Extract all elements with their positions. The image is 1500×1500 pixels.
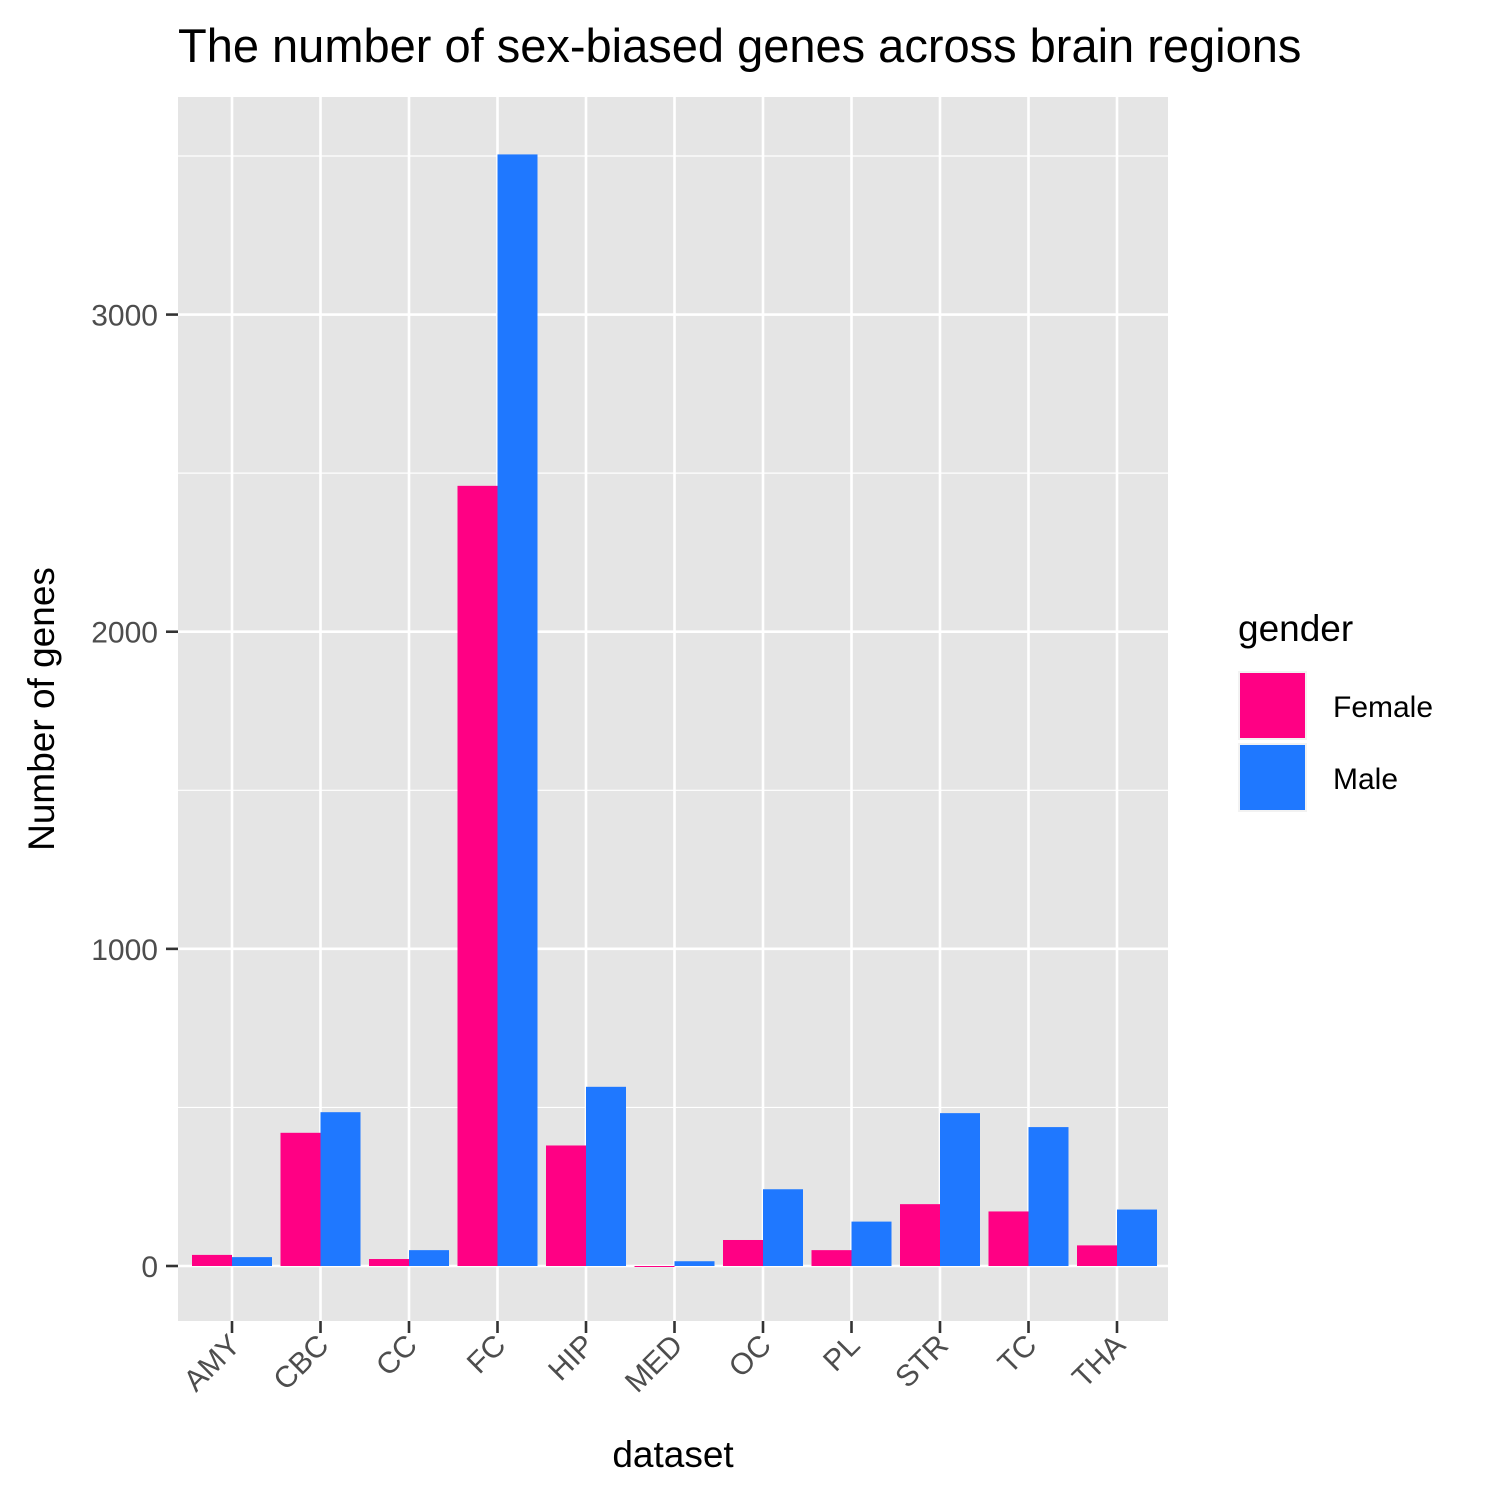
legend: gender Female Male [1238,608,1433,812]
bar-female-hip [546,1145,586,1266]
bar-female-str [900,1204,940,1266]
x-tick-label: FC [461,1329,513,1381]
x-axis: AMY CBC CC FC HIP MED OC PL STR TC THA [178,1321,1132,1399]
bar-male-pl [851,1221,892,1266]
x-tick-label: TC [992,1329,1044,1381]
x-tick-label: THA [1066,1329,1132,1395]
bar-female-amy [192,1254,232,1266]
y-tick-label: 3000 [91,300,158,333]
legend-items: Female Male [1238,671,1433,812]
bar-female-fc [457,485,498,1267]
bar-male-cbc [320,1112,361,1266]
legend-label-male: Male [1333,763,1398,796]
minor-gridlines [178,155,1168,1109]
bar-male-fc [497,154,538,1266]
bar-male-cc [409,1250,449,1266]
bar-male-med [674,1261,715,1266]
bar-male-hip [586,1086,626,1266]
x-tick-label: CBC [267,1329,335,1397]
x-tick-label: MED [619,1329,689,1399]
y-tick-label: 1000 [91,934,158,967]
chart-title: The number of sex-biased genes across br… [178,19,1301,72]
bar-male-str [940,1113,980,1266]
bar-female-med [634,1266,675,1267]
bars [192,154,1157,1267]
bar-female-tc [988,1211,1029,1266]
legend-swatch-male [1240,745,1305,810]
x-axis-title: dataset [612,1434,734,1475]
bar-female-cc [369,1259,409,1266]
bar-female-pl [811,1250,852,1266]
x-tick-label: HIP [542,1329,601,1388]
y-axis: 0 1000 2000 3000 [91,300,178,1284]
legend-swatch-female [1240,673,1305,738]
bar-male-tc [1028,1127,1069,1266]
x-tick-label: CC [370,1329,424,1383]
bar-male-oc [763,1189,803,1266]
legend-title: gender [1238,608,1353,649]
bar-male-amy [232,1257,272,1266]
y-tick-label: 2000 [91,617,158,650]
bar-male-tha [1117,1209,1157,1266]
y-tick-label: 0 [141,1251,158,1284]
legend-label-female: Female [1333,691,1433,724]
bar-female-tha [1077,1245,1117,1266]
bar-female-oc [723,1239,763,1266]
x-tick-label: AMY [178,1329,247,1398]
x-tick-label: OC [723,1329,778,1384]
x-tick-label: STR [889,1329,955,1395]
bar-female-cbc [280,1132,321,1266]
y-axis-title: Number of genes [21,567,62,851]
x-tick-label: PL [817,1329,866,1378]
